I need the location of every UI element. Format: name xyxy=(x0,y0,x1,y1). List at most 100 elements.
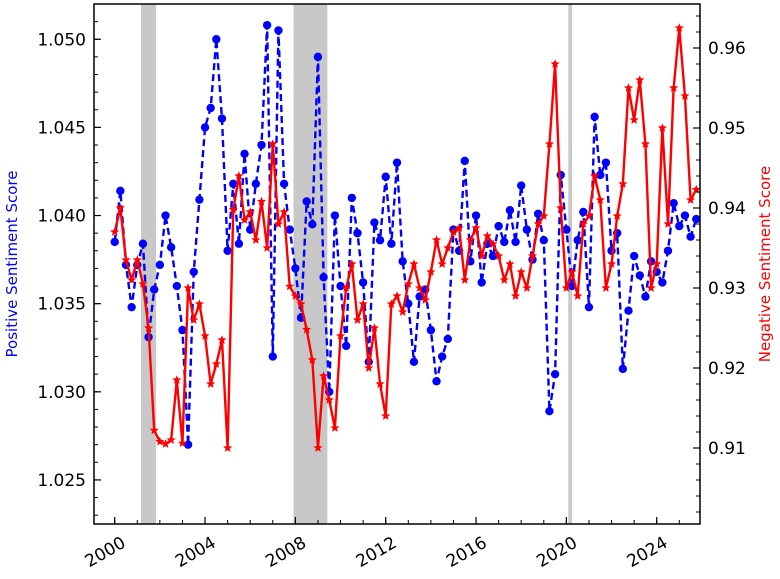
positive-data-point xyxy=(387,239,396,248)
positive-data-point xyxy=(291,264,300,273)
positive-data-point xyxy=(279,179,289,188)
positive-data-point xyxy=(229,179,238,188)
positive-data-point xyxy=(432,377,441,386)
positive-data-point xyxy=(353,228,362,238)
negative-data-point xyxy=(296,299,306,308)
positive-data-point xyxy=(150,285,159,294)
series-layer xyxy=(110,20,701,452)
negative-data-point xyxy=(234,171,244,180)
right-y-tick-label: 0.96 xyxy=(708,39,746,59)
positive-data-point xyxy=(319,273,328,282)
negative-data-point xyxy=(335,331,346,340)
left-y-tick-label: 1.025 xyxy=(37,471,86,491)
negative-data-point xyxy=(657,123,667,132)
negative-data-point xyxy=(256,196,267,206)
positive-data-point xyxy=(308,220,317,229)
negative-data-point xyxy=(211,359,221,368)
negative-data-point xyxy=(686,195,696,204)
negative-data-point xyxy=(330,423,340,432)
positive-data-point xyxy=(330,211,340,220)
negative-data-point xyxy=(584,211,594,220)
negative-data-point xyxy=(573,291,583,300)
negative-data-point xyxy=(189,315,199,324)
negative-data-point xyxy=(217,335,227,344)
positive-data-point xyxy=(477,278,486,287)
positive-data-point xyxy=(302,197,311,206)
negative-data-point xyxy=(454,223,464,232)
negative-data-point xyxy=(369,323,379,332)
positive-data-point xyxy=(217,114,227,123)
negative-data-point xyxy=(431,235,442,244)
negative-data-point xyxy=(578,219,588,228)
negative-data-point xyxy=(251,235,261,244)
negative-data-point xyxy=(324,395,334,404)
negative-data-point xyxy=(550,59,560,68)
positive-data-point xyxy=(240,149,249,159)
left-y-tick-label: 1.050 xyxy=(37,30,86,50)
negative-data-point xyxy=(522,283,532,292)
positive-data-point xyxy=(341,341,351,351)
x-tick-label: 2024 xyxy=(624,533,671,572)
positive-data-point xyxy=(505,206,515,215)
positive-data-point xyxy=(460,156,469,166)
positive-data-point xyxy=(488,251,498,261)
negative-data-point xyxy=(488,239,498,248)
right-axis-title: Negative Sentiment Score xyxy=(756,166,774,362)
negative-data-point xyxy=(505,259,515,268)
positive-data-point xyxy=(347,193,357,203)
recession-band xyxy=(293,4,328,524)
positive-data-point xyxy=(251,179,261,188)
positive-data-point xyxy=(522,225,532,234)
negative-data-point xyxy=(556,203,566,212)
negative-data-point xyxy=(680,91,690,100)
positive-data-point xyxy=(641,292,650,301)
negative-data-point xyxy=(415,283,425,292)
negative-data-point xyxy=(347,259,357,268)
negative-data-point xyxy=(477,251,487,260)
positive-data-point xyxy=(161,211,170,220)
positive-data-point xyxy=(404,299,413,308)
negative-data-point xyxy=(392,291,402,300)
positive-data-point xyxy=(669,198,678,208)
negative-data-point xyxy=(341,283,351,292)
negative-data-point xyxy=(612,211,622,220)
right-y-tick-label: 0.91 xyxy=(708,439,746,459)
right-y-tick-label: 0.93 xyxy=(708,279,746,299)
negative-data-point xyxy=(115,203,125,212)
x-tick-label: 2000 xyxy=(82,533,129,572)
negative-data-point xyxy=(319,371,329,380)
negative-data-point xyxy=(245,207,255,216)
negative-data-point xyxy=(285,281,295,291)
positive-data-point xyxy=(500,237,509,247)
positive-data-point xyxy=(686,232,695,241)
positive-data-point xyxy=(629,251,639,261)
negative-data-point xyxy=(640,139,650,148)
negative-data-point xyxy=(110,227,120,236)
positive-data-point xyxy=(511,237,520,247)
negative-data-point xyxy=(302,324,312,334)
positive-data-point xyxy=(195,195,204,204)
negative-data-point xyxy=(590,171,600,180)
positive-data-point xyxy=(274,26,283,35)
positive-data-point xyxy=(579,207,588,217)
positive-data-point xyxy=(206,103,215,113)
positive-data-point xyxy=(155,260,165,270)
x-tick-label: 2016 xyxy=(443,533,490,572)
right-y-tick-label: 0.92 xyxy=(708,359,746,379)
negative-data-point xyxy=(482,231,492,240)
positive-data-point xyxy=(183,440,193,449)
negative-data-point xyxy=(533,219,543,228)
positive-data-point xyxy=(398,257,407,266)
x-tick-label: 2004 xyxy=(172,533,219,572)
positive-data-point xyxy=(381,172,390,181)
positive-data-point xyxy=(596,170,605,180)
negative-data-point xyxy=(290,291,300,300)
positive-data-point xyxy=(533,209,543,218)
positive-data-point xyxy=(562,225,571,234)
negative-data-point xyxy=(618,179,628,188)
positive-data-point xyxy=(138,239,148,248)
positive-data-point xyxy=(550,369,560,379)
negative-data-point xyxy=(121,255,131,264)
recession-shading xyxy=(141,4,573,524)
